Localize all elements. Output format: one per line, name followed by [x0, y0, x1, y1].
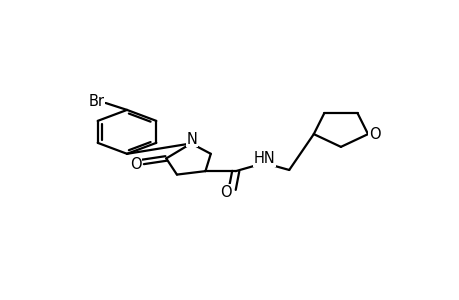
Text: O: O	[219, 185, 231, 200]
Text: HN: HN	[253, 152, 274, 166]
Text: O: O	[130, 157, 141, 172]
Text: O: O	[368, 127, 380, 142]
Text: Br: Br	[89, 94, 105, 109]
Text: N: N	[186, 132, 197, 147]
